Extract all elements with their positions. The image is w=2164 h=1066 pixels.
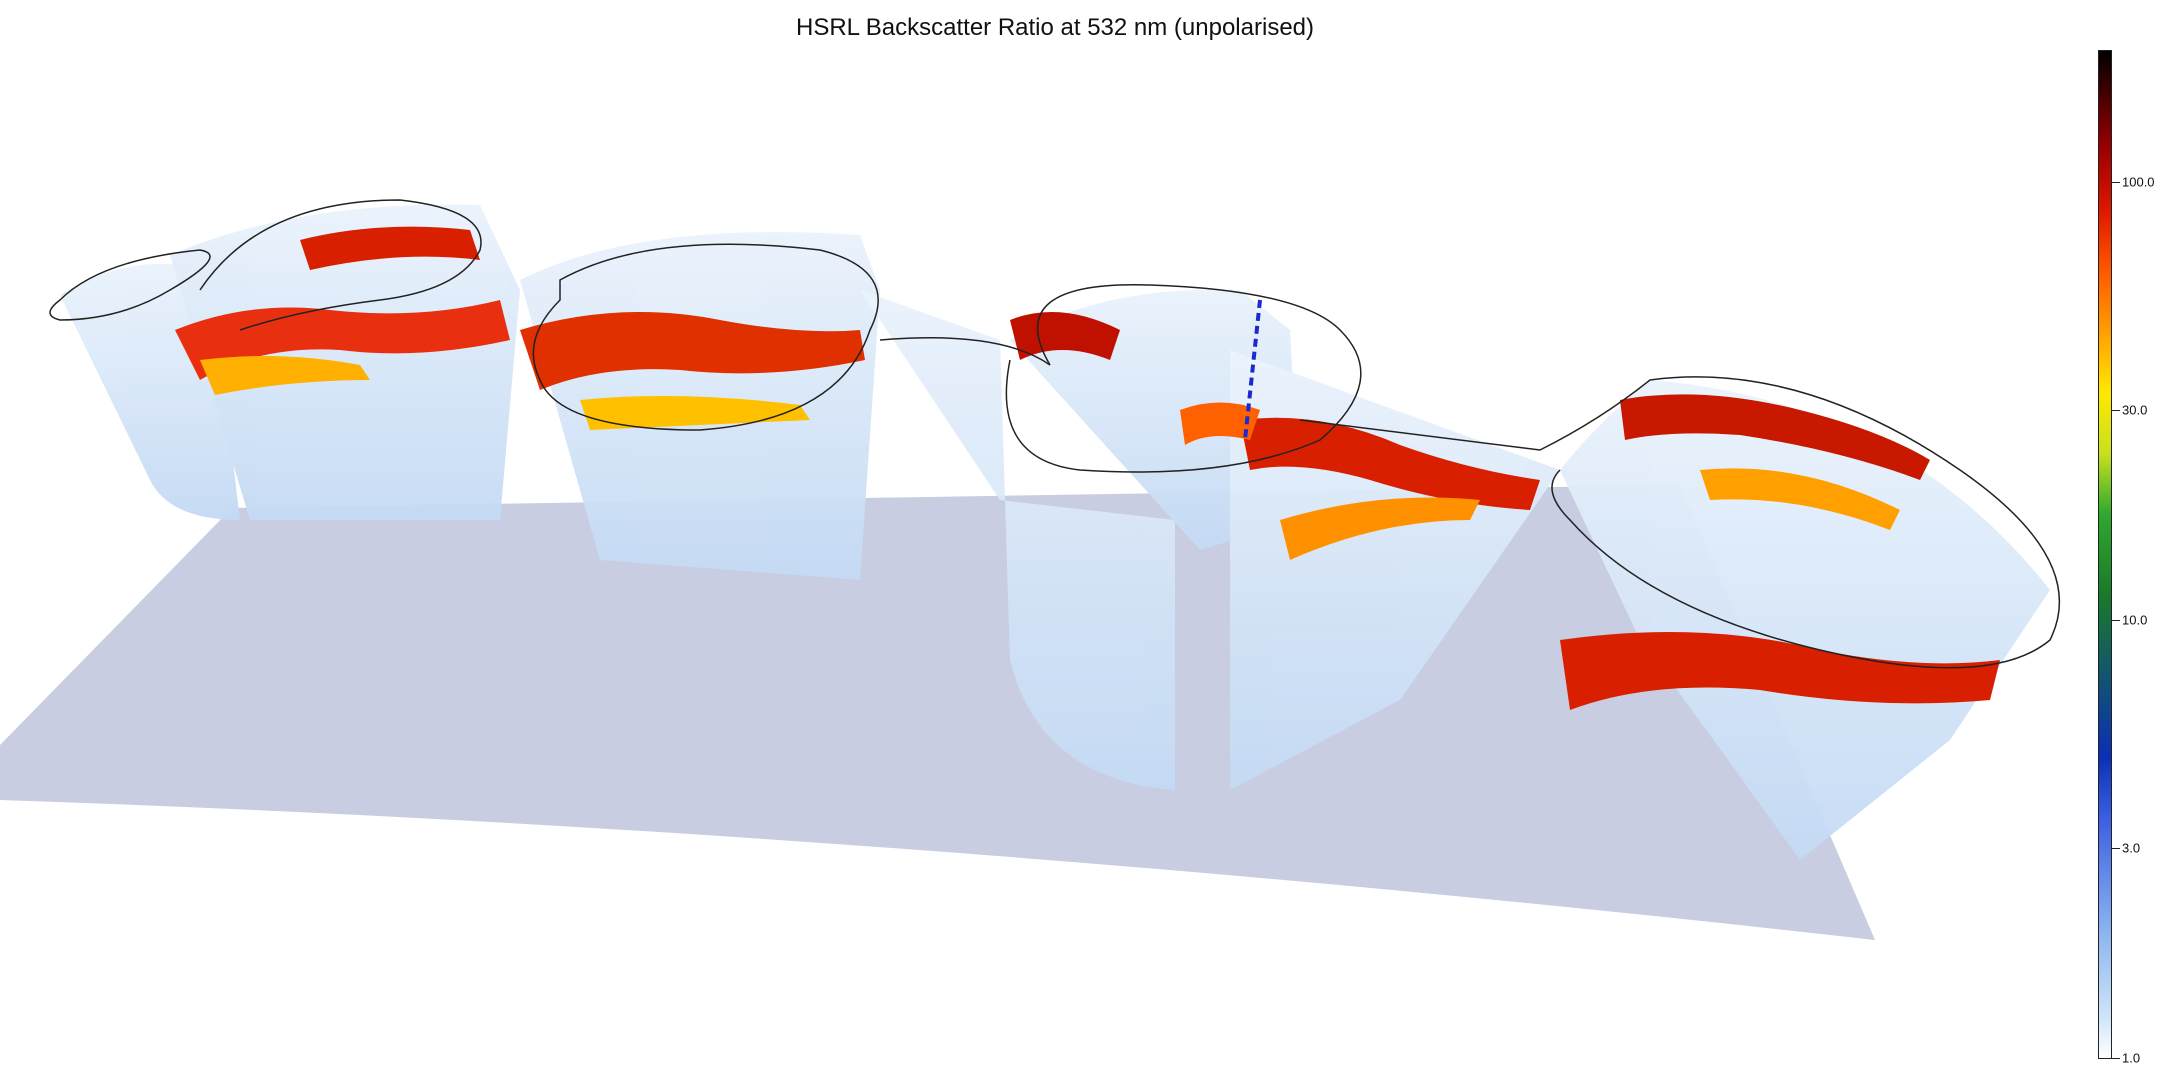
flight-track [49,199,2061,669]
colorbar-tick [2112,1058,2120,1059]
position-marker [1243,299,1262,441]
colorbar [2098,50,2112,1059]
colorbar-tick [2112,620,2120,621]
colorbar-tick [2112,182,2120,183]
colorbar-tick [2112,410,2120,411]
chart-title: HSRL Backscatter Ratio at 532 nm (unpola… [795,14,1314,41]
colorbar-tick [2112,848,2120,849]
colorbar-tick-label: 10.0 [2122,612,2148,628]
backscatter-layers [175,226,2000,710]
colorbar-tick-label: 100.0 [2122,174,2155,190]
curtain-plot [0,199,2061,940]
colorbar-tick-label: 3.0 [2122,840,2141,856]
colorbar-tick-label: 1.0 [2122,1050,2141,1066]
ground-plane [0,485,1875,940]
colorbar-tick-label: 30.0 [2122,402,2148,418]
